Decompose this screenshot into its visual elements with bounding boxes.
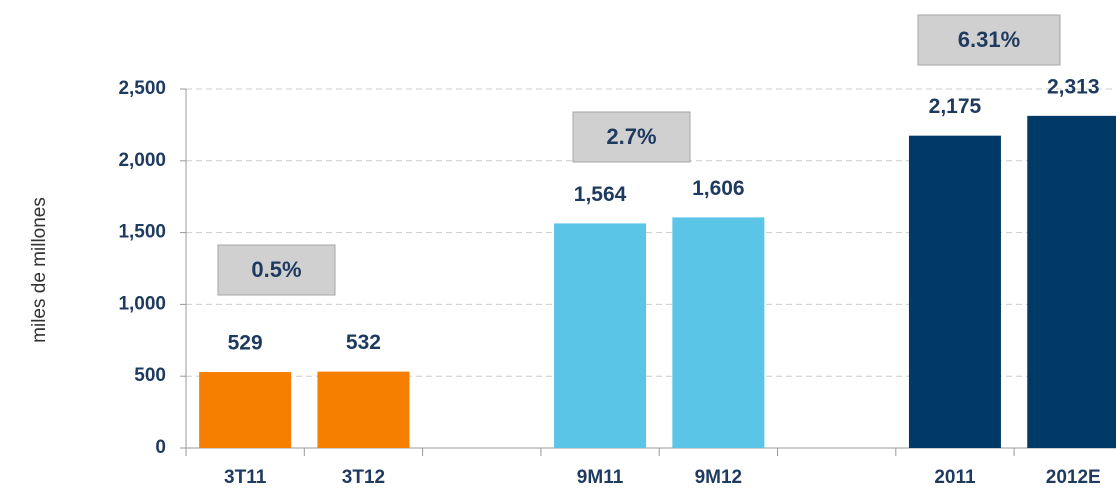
x-tick-label: 2011 xyxy=(934,467,976,488)
annotation-box xyxy=(917,14,1061,66)
y-tick-label: 1,000 xyxy=(118,293,166,314)
bar xyxy=(199,372,292,448)
bar xyxy=(317,371,410,448)
value-label: 529 xyxy=(228,332,263,355)
y-tick-label: 0 xyxy=(155,437,166,458)
value-label: 2,175 xyxy=(929,95,982,118)
y-tick-label: 2,000 xyxy=(118,150,166,171)
value-label: 532 xyxy=(346,331,381,354)
annotation: 0.5% xyxy=(251,257,301,282)
annotation-box xyxy=(217,244,336,296)
value-label: 1,564 xyxy=(574,183,627,206)
x-tick-label: 9M11 xyxy=(577,467,624,488)
y-tick-label: 2,500 xyxy=(118,78,166,99)
value-label: 1,606 xyxy=(692,177,745,200)
value-label: 2,313 xyxy=(1047,75,1100,98)
bar xyxy=(672,217,765,448)
y-axis-label: miles de millones xyxy=(29,197,50,343)
bar xyxy=(908,135,1001,449)
x-tick-label: 3T12 xyxy=(342,467,385,488)
x-tick-label: 9M12 xyxy=(695,467,743,488)
bar xyxy=(1027,115,1116,448)
bar xyxy=(554,223,647,448)
y-tick-label: 500 xyxy=(134,365,166,386)
annotation: 6.31% xyxy=(958,27,1020,52)
y-tick-label: 1,500 xyxy=(118,222,166,243)
x-tick-label: 2012E xyxy=(1046,467,1101,488)
annotation: 2.7% xyxy=(606,124,656,149)
annotation-box xyxy=(572,111,691,163)
x-tick-label: 3T11 xyxy=(224,467,267,488)
